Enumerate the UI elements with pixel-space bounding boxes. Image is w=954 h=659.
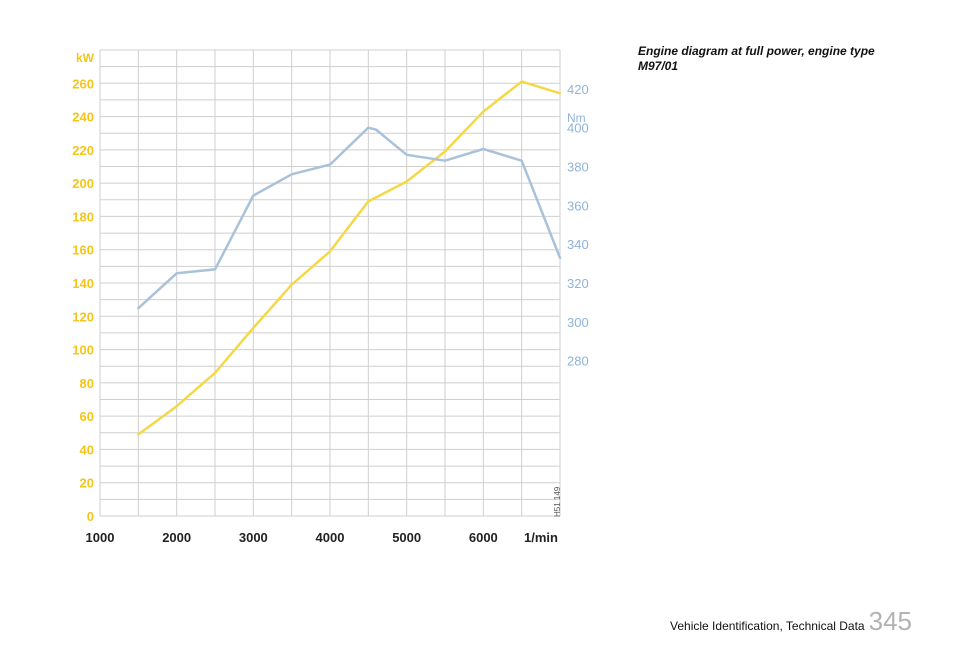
right-axis-unit: Nm (567, 111, 586, 125)
right-axis-tick-label: 360 (567, 198, 589, 213)
left-axis-tick-label: 100 (72, 343, 94, 358)
left-axis-tick-label: 60 (80, 409, 94, 424)
x-axis-tick-label: 5000 (392, 530, 421, 545)
left-axis-tick-label: 140 (72, 276, 94, 291)
left-axis-tick-label: 80 (80, 376, 94, 391)
right-axis-tick-label: 380 (567, 160, 589, 175)
left-axis-tick-label: 120 (72, 309, 94, 324)
page-footer: Vehicle Identification, Technical Data 3… (670, 606, 912, 637)
chart-grid (99, 49, 561, 517)
x-axis-unit: 1/min (524, 530, 558, 545)
left-axis-tick-label: 240 (72, 110, 94, 125)
right-axis-tick-label: 420 (567, 82, 589, 97)
chart-caption: Engine diagram at full power, engine typ… (638, 44, 875, 73)
left-axis-unit: kW (76, 51, 95, 65)
left-axis-tick-label: 200 (72, 176, 94, 191)
left-axis-tick-label: 20 (80, 476, 94, 491)
x-axis-tick-label: 4000 (316, 530, 345, 545)
right-axis-tick-label: 300 (567, 315, 589, 330)
left-axis-tick-label: 0 (87, 509, 94, 524)
x-axis-tick-label: 1000 (86, 530, 115, 545)
power-series-line (137, 80, 562, 436)
left-axis-tick-label: 220 (72, 143, 94, 158)
left-axis-tick-label: 160 (72, 243, 94, 258)
chart-series (137, 80, 562, 436)
right-axis-tick-label: 340 (567, 237, 589, 252)
torque-series-line (137, 126, 562, 310)
x-axis-tick-label: 2000 (162, 530, 191, 545)
right-axis-tick-label: 280 (567, 354, 589, 369)
left-axis-tick-label: 260 (72, 76, 94, 91)
left-axis-tick-label: 180 (72, 209, 94, 224)
chart-axes: 0 20 40 60 80 100 120 140 160 180 200 220 240 260 280 3… (72, 76, 588, 545)
page-number: 345 (868, 606, 912, 636)
side-code-label: H51 149 (553, 486, 562, 517)
left-axis-tick-label: 40 (80, 442, 94, 457)
x-axis-tick-label: 3000 (239, 530, 268, 545)
footer-section-title: Vehicle Identification, Technical Data (670, 619, 865, 633)
right-axis-tick-label: 320 (567, 276, 589, 291)
right-axis-tick-label: 400 (567, 121, 589, 136)
x-axis-tick-label: 6000 (469, 530, 498, 545)
